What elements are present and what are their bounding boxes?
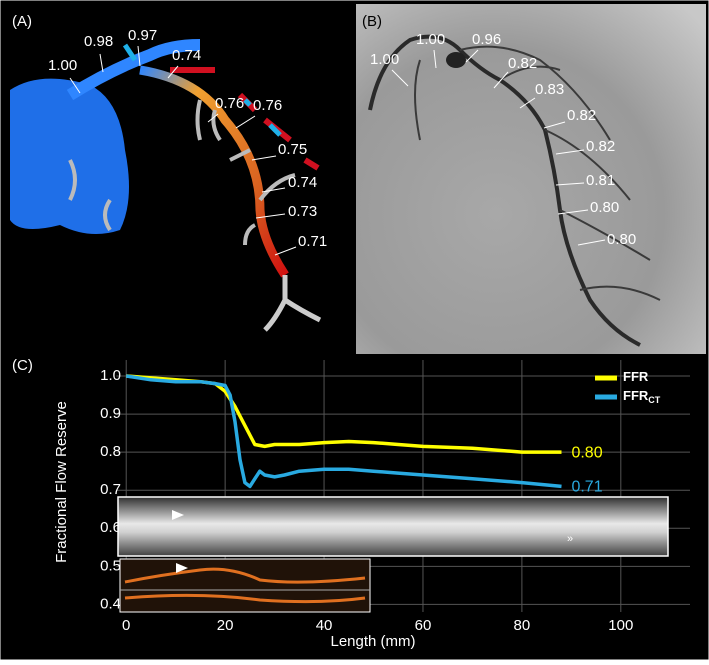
y-axis-label: Fractional Flow Reserve xyxy=(53,401,70,563)
annotation: 1.00 xyxy=(370,51,399,68)
inset-strip xyxy=(117,496,669,557)
panel-label: (B) xyxy=(362,13,382,30)
x-tick-label: 80 xyxy=(514,617,531,634)
annotation: 0.81 xyxy=(586,172,615,189)
annotation: 0.82 xyxy=(567,107,596,124)
annotation: 0.82 xyxy=(586,138,615,155)
series-line xyxy=(125,374,562,489)
annotation: 0.76 xyxy=(253,97,282,114)
end-label: 0.71 xyxy=(571,479,602,496)
x-tick-label: 0 xyxy=(122,617,130,634)
annotation: 0.74 xyxy=(288,174,317,191)
annotation: 0.74 xyxy=(172,47,201,64)
panel-a: (A) 1.00 0.98 0.97 0.74 0.76 0.76 0.75 0… xyxy=(4,4,354,354)
annotation: 1.00 xyxy=(48,57,77,74)
insets: » xyxy=(117,496,669,613)
legend-label: FFRCT xyxy=(623,388,661,405)
annotation: 0.73 xyxy=(288,203,317,220)
x-axis-label: Length (mm) xyxy=(330,633,415,650)
legend-name: FFR xyxy=(623,369,649,384)
annotation: 0.80 xyxy=(607,231,636,248)
end-label: 0.80 xyxy=(571,444,602,461)
annotation: 1.00 xyxy=(416,31,445,48)
annotation: 0.82 xyxy=(508,55,537,72)
y-tick-label: 0.9 xyxy=(100,405,121,422)
panel-label: (A) xyxy=(12,13,32,30)
annotation: 0.98 xyxy=(84,33,113,50)
legend-label: FFR xyxy=(623,369,649,384)
x-tick-label: 60 xyxy=(415,617,432,634)
legend-name: FFR xyxy=(623,388,649,403)
annotation: 0.97 xyxy=(128,27,157,44)
x-tick-label: 100 xyxy=(608,617,633,634)
panel-label: (C) xyxy=(12,357,33,374)
panel-b: (B) 1.00 1.00 0.96 0.82 0.83 0.82 0.82 0… xyxy=(356,4,706,354)
annotation: 0.71 xyxy=(298,233,327,250)
y-tick-label: 0.5 xyxy=(100,557,121,574)
inset-oct xyxy=(119,558,371,613)
annotation: 0.96 xyxy=(472,31,501,48)
x-tick-label: 20 xyxy=(217,617,234,634)
y-tick-label: 0.7 xyxy=(100,481,121,498)
arrowhead xyxy=(172,510,184,520)
x-tick-label: 40 xyxy=(316,617,333,634)
y-tick-label: 0.6 xyxy=(100,519,121,536)
y-tick-label: 0.8 xyxy=(100,443,121,460)
annotation: 0.80 xyxy=(590,199,619,216)
y-tick-label: 0.4 xyxy=(100,595,121,612)
marker: » xyxy=(567,533,573,545)
annotation: 0.83 xyxy=(535,81,564,98)
annotation: 0.75 xyxy=(278,141,307,158)
legend-subscript: CT xyxy=(648,395,660,405)
annotation: 0.76 xyxy=(215,95,244,112)
arrowhead xyxy=(176,563,188,573)
y-tick-label: 1.0 xyxy=(100,367,121,384)
